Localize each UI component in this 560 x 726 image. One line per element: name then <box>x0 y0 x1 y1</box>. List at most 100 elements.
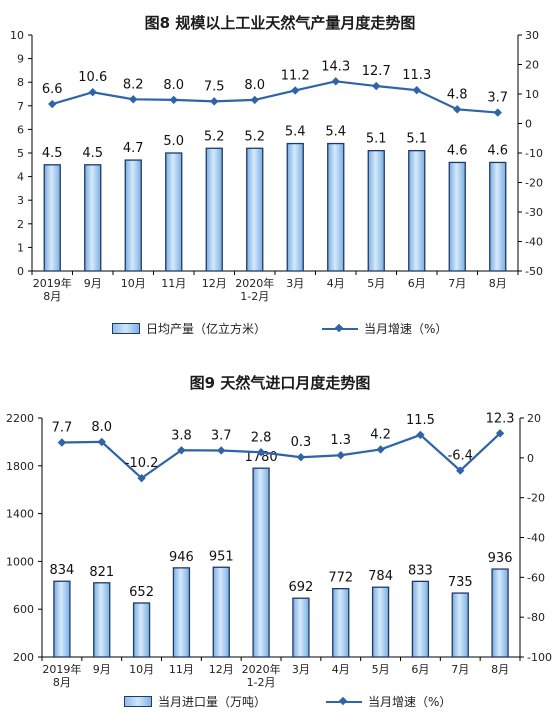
y-right-tick-label: 30 <box>525 29 539 42</box>
growth-point <box>291 86 300 95</box>
bar <box>212 566 230 658</box>
growth-value-label: 1.3 <box>330 433 351 448</box>
bar <box>124 159 142 272</box>
legend-item-bar: 日均产量（亿立方米） <box>112 320 266 337</box>
legend-item-line: 当月增速（%） <box>326 693 451 710</box>
growth-point <box>250 95 259 105</box>
bar-value-label: 5.1 <box>366 132 387 147</box>
growth-value-label: 11.2 <box>281 68 310 83</box>
y-left-tick-label: 200 <box>13 651 34 664</box>
bar <box>132 602 151 658</box>
bar-value-label: 4.5 <box>42 146 63 161</box>
y-left-tick-label: 2 <box>17 218 24 231</box>
growth-line <box>61 432 501 480</box>
bar <box>84 164 102 272</box>
legend-line-swatch <box>322 324 358 334</box>
y-left-tick-label: 9 <box>17 53 24 66</box>
bar <box>332 587 350 658</box>
x-tick-label: 4月 <box>327 277 345 290</box>
y-left-tick-label: 3 <box>17 194 24 207</box>
growth-value-label: -10.2 <box>125 456 159 471</box>
growth-value-label: 7.7 <box>52 420 73 435</box>
x-tick-label: 11月 <box>169 663 194 676</box>
growth-value-label: 8.0 <box>163 78 184 93</box>
bar-value-label: 784 <box>368 569 393 584</box>
x-tick-label: 11月 <box>161 277 186 290</box>
y-right-tick-label: 0 <box>527 452 534 465</box>
bar <box>491 568 509 658</box>
y-left-tick-label: 5 <box>17 147 24 160</box>
bar-value-label: 652 <box>129 585 154 600</box>
bar-value-label: 735 <box>448 575 473 590</box>
legend-bar-swatch <box>124 696 152 707</box>
bar-value-label: 4.6 <box>447 143 468 158</box>
y-right-tick-label: 10 <box>525 88 539 101</box>
bar-value-label: 946 <box>169 550 194 565</box>
growth-value-label: 4.2 <box>370 427 391 442</box>
growth-value-label: 10.6 <box>78 70 107 85</box>
y-left-tick-label: 1400 <box>6 508 34 521</box>
bar <box>53 580 71 658</box>
bar <box>93 582 111 658</box>
bar <box>451 592 469 658</box>
y-right-tick-label: -50 <box>525 265 543 278</box>
growth-point <box>453 105 462 114</box>
growth-point <box>331 77 340 86</box>
bar-value-label: 5.1 <box>406 132 427 147</box>
x-tick-label: 7月 <box>451 663 469 676</box>
growth-value-label: 3.7 <box>211 428 232 443</box>
growth-value-label: 3.8 <box>171 428 192 443</box>
growth-value-label: 8.0 <box>91 420 112 435</box>
y-right-tick-label: -20 <box>525 177 543 190</box>
x-tick-label: 6月 <box>411 663 429 676</box>
x-tick-label: 8月 <box>491 663 509 676</box>
bar <box>43 164 61 272</box>
growth-value-label: 3.7 <box>487 91 508 106</box>
growth-point <box>376 445 385 454</box>
y-left-tick-label: 1000 <box>6 555 34 568</box>
growth-value-label: 8.0 <box>244 78 265 93</box>
y-left-tick-label: 6 <box>17 123 24 136</box>
growth-point <box>137 473 146 483</box>
bar-value-label: 834 <box>50 563 75 578</box>
x-tick-label: 12月 <box>209 663 234 676</box>
bar-value-label: 951 <box>209 549 234 564</box>
y-right-tick-label: -100 <box>527 651 552 664</box>
y-left-tick-label: 8 <box>17 76 24 89</box>
growth-point <box>416 430 425 440</box>
growth-value-label: 14.3 <box>321 59 350 74</box>
bar-value-label: 5.2 <box>244 129 265 144</box>
growth-point <box>88 88 97 97</box>
bar <box>205 147 223 272</box>
x-tick-label: 4月 <box>332 663 350 676</box>
x-tick-label: 5月 <box>367 277 385 290</box>
chart-gas-production: 图8 规模以上工业天然气产量月度走势图 0 1 2 3 4 5 6 7 8 9 10 -50 -40 -3… <box>0 0 560 350</box>
bar <box>286 142 304 272</box>
bar <box>489 161 507 272</box>
growth-point <box>495 429 505 438</box>
y-right-tick-label: 0 <box>525 118 532 131</box>
bar <box>292 597 310 658</box>
growth-value-label: 11.3 <box>402 68 431 83</box>
growth-point <box>493 108 502 117</box>
bar <box>246 147 264 272</box>
bar-value-label: 833 <box>408 563 433 578</box>
x-tick-label: 3月 <box>292 663 310 676</box>
y-right-tick-label: -60 <box>527 571 545 584</box>
bar-value-label: 4.7 <box>123 141 144 156</box>
growth-point <box>57 438 67 447</box>
growth-point <box>169 95 178 105</box>
bar <box>371 586 390 658</box>
y-right-tick-label: -40 <box>525 236 543 249</box>
growth-value-label: 2.8 <box>251 430 272 445</box>
legend-item-line: 当月增速（%） <box>322 320 447 337</box>
x-tick-label: 2020年 1-2月 <box>235 276 274 303</box>
y-right-tick-label: -80 <box>527 611 545 624</box>
y-left-tick-label: 1 <box>17 241 24 254</box>
y-right-tick-label: 20 <box>525 59 539 72</box>
bar-value-label: 5.2 <box>204 129 225 144</box>
growth-value-label: 7.5 <box>204 79 225 94</box>
bar <box>367 149 385 272</box>
bar-value-label: 5.4 <box>325 125 346 140</box>
growth-point <box>372 81 381 91</box>
